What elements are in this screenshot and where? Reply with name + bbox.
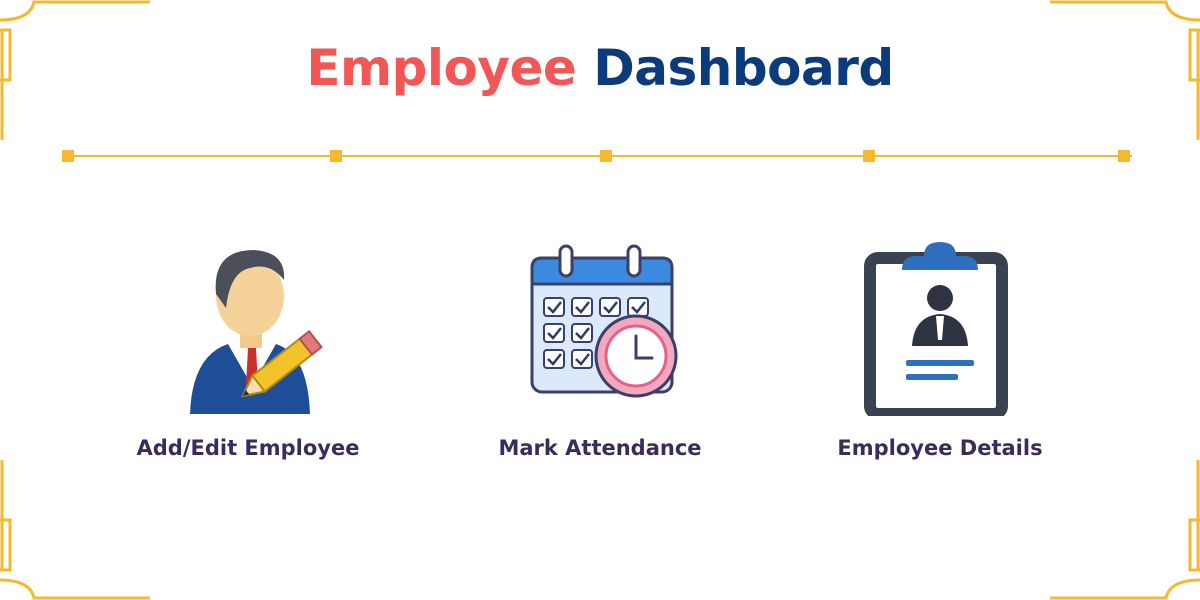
timeline-node	[863, 150, 875, 162]
page-title: Employee Dashboard	[0, 38, 1200, 98]
page-title-accent: Employee	[306, 39, 577, 97]
timeline-node	[330, 150, 342, 162]
timeline-node	[1118, 150, 1130, 162]
add-edit-employee-label: Add/Edit Employee	[136, 436, 360, 460]
page-title-main: Dashboard	[593, 39, 894, 97]
mark-attendance-label: Mark Attendance	[498, 436, 702, 460]
employee-details-card[interactable]: Employee Details	[790, 236, 1090, 476]
employee-clipboard-icon	[864, 242, 1008, 416]
timeline-node	[600, 150, 612, 162]
timeline-divider	[62, 150, 1132, 162]
mark-attendance-card[interactable]: Mark Attendance	[450, 236, 750, 476]
employee-details-label: Employee Details	[837, 436, 1043, 460]
add-edit-employee-card[interactable]: Add/Edit Employee	[98, 236, 398, 476]
employee-edit-icon	[190, 250, 323, 414]
timeline-node	[62, 150, 74, 162]
attendance-calendar-icon	[530, 244, 678, 398]
